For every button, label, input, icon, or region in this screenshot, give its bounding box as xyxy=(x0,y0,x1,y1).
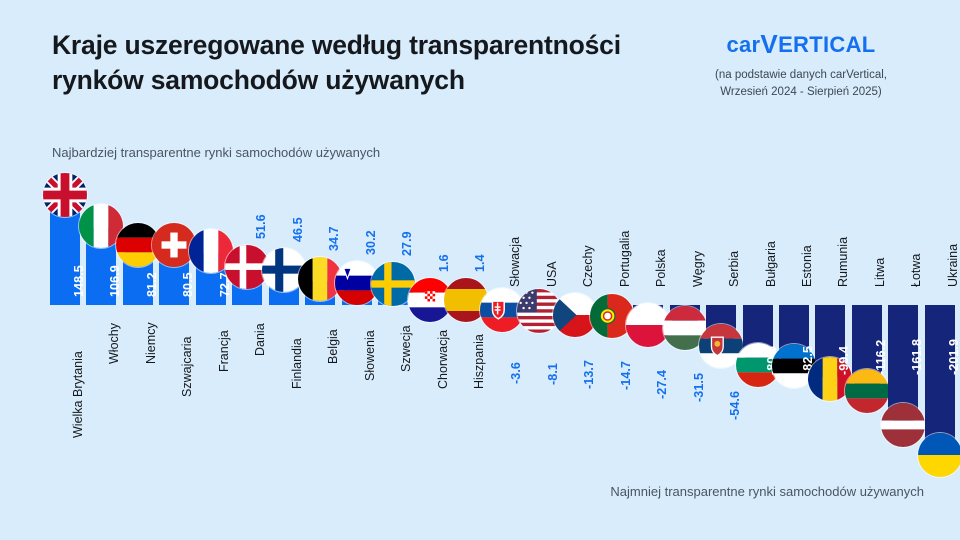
value-label-dania: 51.6 xyxy=(254,213,269,239)
carvertical-logo: carVERTICAL xyxy=(676,31,926,57)
value-label-polska: -27.4 xyxy=(655,370,670,400)
flag-icon-lt xyxy=(844,369,889,414)
value-label-portugalia: -14.7 xyxy=(618,360,633,390)
flag-icon-gb xyxy=(43,172,87,217)
flag-icon-ee xyxy=(772,344,816,389)
country-label-s-owacja: Słowacja xyxy=(508,236,523,287)
flag-icon-hr xyxy=(407,278,452,322)
country-label-estonia: Estonia xyxy=(800,245,814,287)
logo-v-mark: V xyxy=(760,29,779,59)
country-label-polska: Polska xyxy=(654,249,669,287)
country-label-usa: USA xyxy=(544,261,559,287)
country-label-s-owenia: Słowenia xyxy=(362,329,377,381)
country-label-szwajcaria: Szwajcaria xyxy=(180,336,195,397)
flag-icon-be xyxy=(298,257,343,302)
bar-ukraina[interactable] xyxy=(924,305,955,455)
country-label-wielka-brytania: Wielka Brytania xyxy=(71,351,85,438)
flag-icon-es xyxy=(443,278,488,322)
flag-icon-sk xyxy=(480,288,525,332)
flag-icon-hu xyxy=(662,306,707,351)
flag-icon-bg xyxy=(735,343,780,388)
logo-text-right: ERTICAL xyxy=(778,32,876,57)
flag-icon-cz xyxy=(553,293,598,338)
value-label-niemcy: 81.2 xyxy=(144,272,159,297)
country-label-ukraina: Ukraina xyxy=(945,243,960,287)
country-label-belgia: Belgia xyxy=(326,329,341,365)
value-label-ukraina: -201.9 xyxy=(946,338,960,375)
flag-icon-it xyxy=(79,203,124,248)
value-label-rumunia: -99.4 xyxy=(837,346,852,375)
brand-block: carVERTICAL (na podstawie danych carVert… xyxy=(676,31,926,100)
country-label-szwecja: Szwecja xyxy=(399,325,414,373)
flag-icon-rs xyxy=(699,323,744,368)
value-label-serbia: -54.6 xyxy=(728,390,743,420)
header: Kraje uszeregowane według transparentnoś… xyxy=(0,0,960,130)
value-label-s-owenia: 30.2 xyxy=(363,229,378,255)
value-label-czechy: -13.7 xyxy=(582,360,597,390)
country-label-bu-garia: Bułgaria xyxy=(763,241,778,287)
value-label-w-gry: -31.5 xyxy=(691,373,706,403)
value-label-w-ochy: 106.9 xyxy=(108,265,123,297)
country-label-portugalia: Portugalia xyxy=(617,230,632,287)
country-label-francja: Francja xyxy=(216,330,231,373)
value-label-szwecja: 27.9 xyxy=(400,231,415,257)
value-label-wielka-brytania: 148.5 xyxy=(72,265,86,297)
flag-icon-pt xyxy=(589,293,634,338)
flag-icon-pl xyxy=(626,303,671,348)
country-label-hiszpania: Hiszpania xyxy=(471,333,486,389)
country-label-finlandia: Finlandia xyxy=(289,338,304,389)
value-label-belgia: 34.7 xyxy=(327,226,342,252)
brand-source-note: (na podstawie danych carVertical, Wrzesi… xyxy=(715,69,887,98)
value-label-szwajcaria: 80.5 xyxy=(181,272,196,297)
value-label-chorwacja: 1.6 xyxy=(436,254,451,272)
value-label-hiszpania: 1.4 xyxy=(472,254,487,272)
country-label-serbia: Serbia xyxy=(727,250,742,287)
logo-text-left: car xyxy=(726,32,761,57)
country-label-dania: Dania xyxy=(253,323,268,356)
country-label-litwa: Litwa xyxy=(872,257,887,287)
value-label-usa: -8.1 xyxy=(545,363,560,386)
country-label-w-gry: Węgry xyxy=(690,250,705,287)
value-label--otwa: -161.8 xyxy=(910,338,925,375)
value-label-s-owacja: -3.6 xyxy=(509,362,524,384)
flag-icon-de xyxy=(115,222,160,267)
flag-icon-lv xyxy=(881,403,926,448)
country-label--otwa: Łotwa xyxy=(909,253,924,287)
value-label-litwa: -116.2 xyxy=(873,339,888,375)
flag-icon-si xyxy=(334,260,379,305)
country-label-rumunia: Rumunia xyxy=(836,236,851,287)
page-title: Kraje uszeregowane według transparentnoś… xyxy=(52,30,621,95)
value-label-finlandia: 46.5 xyxy=(290,217,305,243)
country-label-w-ochy: Włochy xyxy=(107,323,122,365)
caption-most-transparent: Najbardziej transparentne rynki samochod… xyxy=(52,145,381,160)
caption-least-transparent: Najmniej transparentne rynki samochodów … xyxy=(610,484,924,499)
country-label-chorwacja: Chorwacja xyxy=(435,329,450,389)
country-label-czechy: Czechy xyxy=(581,245,596,287)
country-label-niemcy: Niemcy xyxy=(143,322,158,365)
flag-icon-ua xyxy=(917,433,960,477)
